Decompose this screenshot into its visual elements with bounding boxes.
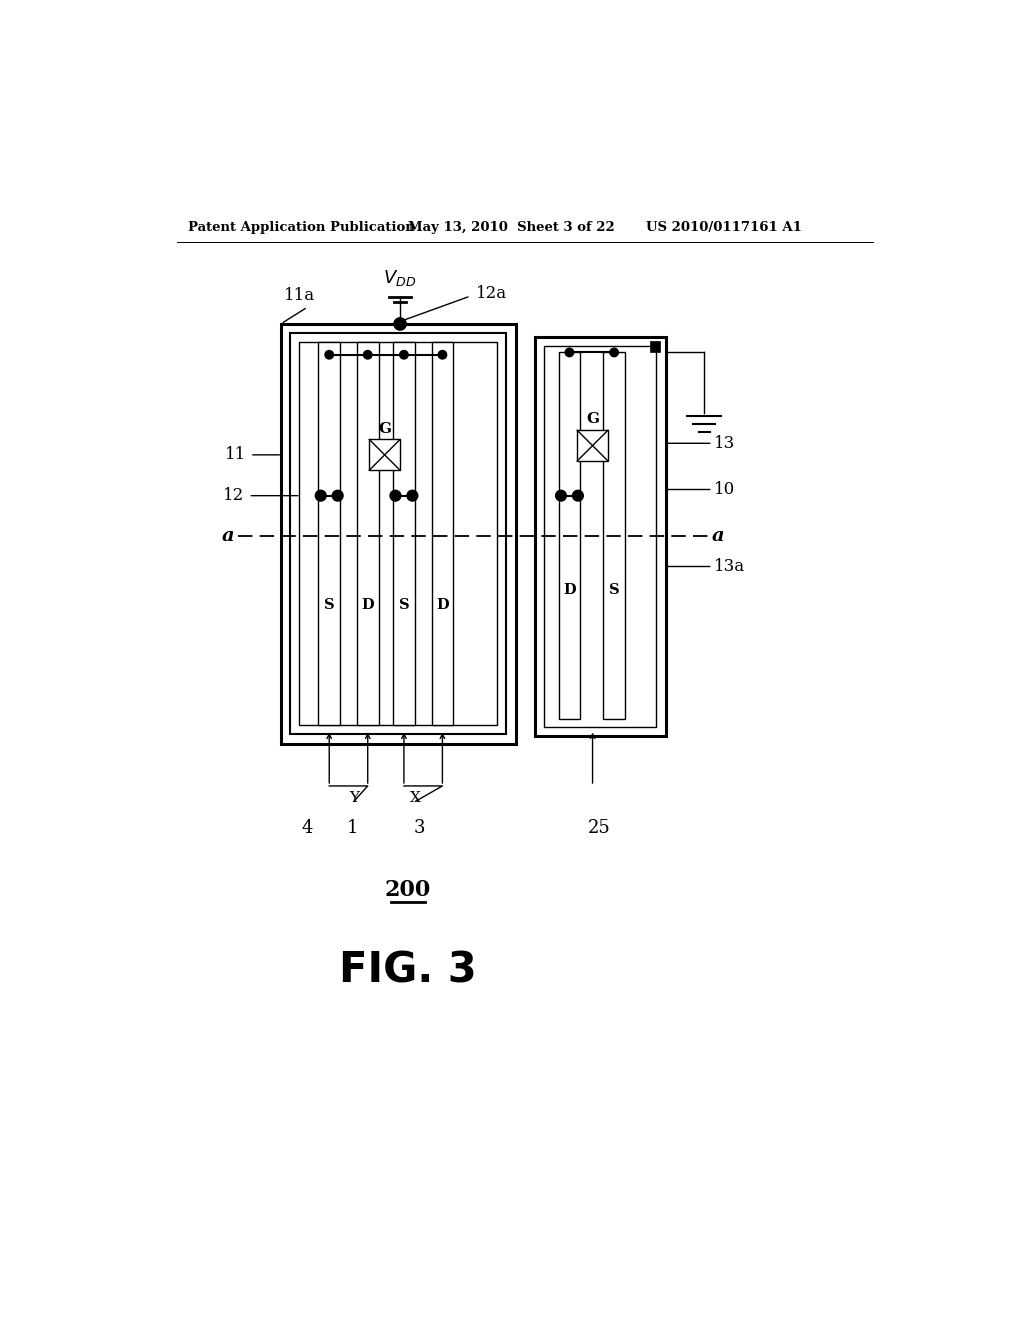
Text: 13a: 13a [714,558,745,576]
Text: 10: 10 [714,480,735,498]
Text: 12a: 12a [475,285,507,302]
Text: a: a [222,527,234,545]
Text: D: D [563,582,575,597]
Circle shape [364,351,372,359]
Circle shape [325,351,334,359]
Polygon shape [393,342,415,725]
Circle shape [390,490,400,502]
Circle shape [315,490,326,502]
Text: X: X [410,791,421,805]
Circle shape [610,348,618,356]
Text: 12: 12 [223,487,245,504]
Polygon shape [318,342,340,725]
Text: G: G [378,421,391,436]
Text: Patent Application Publication: Patent Application Publication [188,222,415,234]
Circle shape [394,318,407,330]
Text: D: D [436,598,449,612]
Text: 13: 13 [714,434,735,451]
Text: S: S [324,598,335,612]
Text: US 2010/0117161 A1: US 2010/0117161 A1 [646,222,803,234]
Circle shape [438,351,446,359]
Circle shape [565,348,573,356]
Text: 4: 4 [302,820,313,837]
Polygon shape [559,351,581,719]
Text: S: S [398,598,410,612]
Text: 200: 200 [385,879,431,902]
Polygon shape [357,342,379,725]
Text: $V_{DD}$: $V_{DD}$ [384,268,417,288]
Circle shape [556,490,566,502]
Text: 3: 3 [414,820,425,837]
Text: FIG. 3: FIG. 3 [339,950,476,991]
Text: S: S [609,582,620,597]
Circle shape [572,490,584,502]
Text: Y: Y [349,791,358,805]
Circle shape [399,351,409,359]
Text: 11: 11 [225,446,246,463]
Text: 1: 1 [346,820,358,837]
Text: D: D [361,598,374,612]
Text: a: a [712,527,725,545]
Polygon shape [370,440,400,470]
Text: 11a: 11a [285,286,315,304]
Polygon shape [603,351,625,719]
Circle shape [333,490,343,502]
Polygon shape [432,342,454,725]
Text: G: G [586,412,599,426]
Polygon shape [649,341,660,351]
Circle shape [407,490,418,502]
Text: May 13, 2010  Sheet 3 of 22: May 13, 2010 Sheet 3 of 22 [408,222,614,234]
Text: 25: 25 [588,820,610,837]
Polygon shape [578,430,608,461]
